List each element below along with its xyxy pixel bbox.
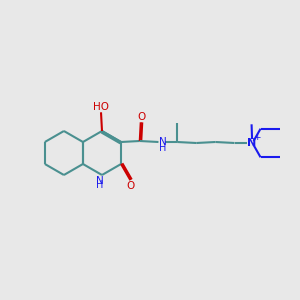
Text: N: N <box>248 137 257 148</box>
Text: H: H <box>160 143 167 153</box>
Text: N: N <box>96 176 104 185</box>
Text: O: O <box>127 181 135 191</box>
Text: O: O <box>137 112 146 122</box>
Text: H: H <box>96 181 103 190</box>
Text: +: + <box>253 134 261 142</box>
Text: HO: HO <box>93 102 109 112</box>
Text: N: N <box>160 137 167 148</box>
